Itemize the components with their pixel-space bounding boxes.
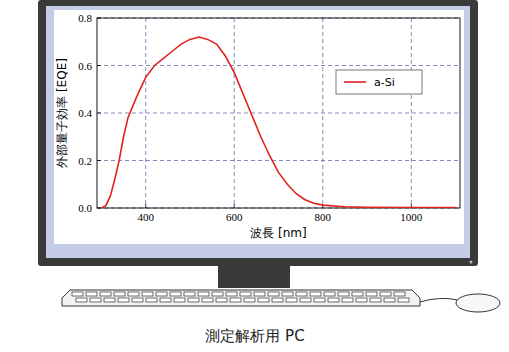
key bbox=[90, 298, 101, 302]
key bbox=[310, 292, 321, 296]
key bbox=[342, 298, 353, 302]
key bbox=[86, 292, 97, 296]
figure: 測定解析用 PC 400 600 800 1000 0.0 0.2 0.4 0.6 0.8 波長 [… bbox=[0, 0, 509, 352]
key bbox=[216, 298, 227, 302]
y-tick-label: 0.6 bbox=[78, 60, 92, 72]
key bbox=[118, 298, 129, 302]
x-tick-label: 800 bbox=[315, 211, 332, 223]
key bbox=[184, 292, 195, 296]
y-tick-label: 0.2 bbox=[78, 155, 92, 167]
caption: 測定解析用 PC bbox=[205, 327, 304, 345]
x-axis-label: 波長 [nm] bbox=[250, 226, 306, 240]
key bbox=[268, 292, 279, 296]
key bbox=[324, 292, 335, 296]
key bbox=[128, 292, 139, 296]
grid-line bbox=[97, 113, 460, 114]
monitor-neck bbox=[218, 266, 290, 288]
y-tick-label: 0.4 bbox=[78, 107, 92, 119]
key bbox=[146, 298, 157, 302]
key bbox=[76, 298, 87, 302]
keyboard bbox=[62, 290, 420, 306]
key bbox=[188, 298, 199, 302]
key bbox=[352, 292, 363, 296]
y-axis-label: 外部量子効率 [EQE] bbox=[55, 58, 69, 168]
key bbox=[394, 292, 405, 296]
key bbox=[212, 292, 223, 296]
series-line bbox=[101, 37, 455, 208]
monitor-bezel bbox=[38, 0, 478, 266]
key bbox=[202, 298, 213, 302]
key bbox=[272, 298, 283, 302]
key bbox=[72, 292, 83, 296]
power-light bbox=[470, 261, 473, 264]
key bbox=[314, 298, 325, 302]
key bbox=[300, 298, 311, 302]
mouse bbox=[456, 294, 500, 312]
key bbox=[174, 298, 185, 302]
key bbox=[254, 292, 265, 296]
series-group bbox=[101, 37, 455, 208]
key bbox=[156, 292, 167, 296]
plot-frame bbox=[97, 18, 460, 208]
key bbox=[282, 292, 293, 296]
key bbox=[160, 298, 171, 302]
chart-panel bbox=[54, 10, 464, 244]
x-tick-label: 600 bbox=[226, 211, 243, 223]
key bbox=[132, 298, 143, 302]
tick bbox=[97, 65, 101, 66]
key bbox=[142, 292, 153, 296]
key bbox=[240, 292, 251, 296]
x-tick-label: 400 bbox=[137, 211, 154, 223]
key bbox=[338, 292, 349, 296]
key bbox=[296, 292, 307, 296]
key bbox=[226, 292, 237, 296]
key bbox=[366, 292, 377, 296]
mouse-cable bbox=[420, 298, 458, 302]
x-tick-label: 1000 bbox=[400, 211, 423, 223]
key bbox=[384, 298, 395, 302]
key bbox=[104, 298, 115, 302]
grid-line bbox=[97, 65, 460, 66]
key bbox=[286, 298, 297, 302]
tick bbox=[145, 204, 146, 208]
grid-line bbox=[97, 160, 460, 161]
tick bbox=[97, 113, 101, 114]
key bbox=[114, 292, 125, 296]
key bbox=[230, 298, 241, 302]
legend-label: a-Si bbox=[374, 76, 395, 89]
legend-swatch bbox=[344, 81, 366, 83]
key bbox=[356, 298, 367, 302]
key bbox=[328, 298, 339, 302]
grid-line bbox=[411, 18, 412, 208]
legend-box bbox=[336, 70, 422, 94]
y-tick-label: 0.8 bbox=[78, 12, 92, 24]
key bbox=[244, 298, 255, 302]
key bbox=[398, 298, 409, 302]
key bbox=[380, 292, 391, 296]
y-tick-label: 0.0 bbox=[78, 202, 92, 214]
key bbox=[198, 292, 209, 296]
key bbox=[170, 292, 181, 296]
key bbox=[258, 298, 269, 302]
key bbox=[100, 292, 111, 296]
tick bbox=[234, 204, 235, 208]
tick bbox=[97, 160, 101, 161]
screen bbox=[46, 6, 470, 258]
key bbox=[370, 298, 381, 302]
